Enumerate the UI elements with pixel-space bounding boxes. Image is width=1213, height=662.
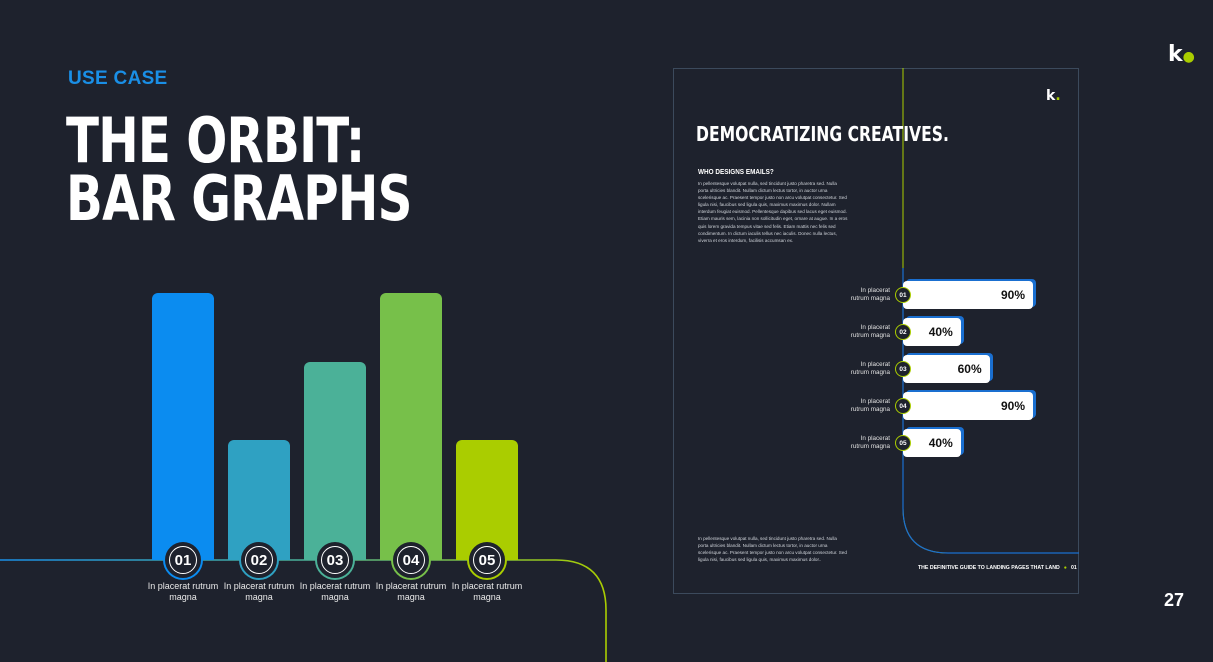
bar-category-label: 02 [250, 551, 268, 569]
hbar-03: 60% [903, 355, 990, 383]
bar-number-badge: 02 [241, 542, 277, 578]
hbar-01: 90% [903, 281, 1033, 309]
bar-category-label: 05 [478, 551, 496, 569]
footer-dot-icon: ● [1063, 565, 1067, 571]
doc-subheading: WHO DESIGNS EMAILS? [698, 167, 774, 176]
hbar-number-badge: 04 [895, 398, 911, 414]
bar-caption: In placerat rutrum magna [451, 581, 523, 602]
hbar-caption: In placerat rutrum magna [830, 435, 890, 451]
hbar-caption-line1: In placerat [860, 361, 890, 368]
badge-ring [169, 546, 197, 574]
hbar-caption: In placerat rutrum magna [830, 287, 890, 303]
hbar-caption-line2: rutrum magna [850, 332, 890, 339]
bar-04 [380, 293, 442, 560]
hbar-04: 90% [903, 392, 1033, 420]
hbar-caption-line1: In placerat [860, 324, 890, 331]
doc-paragraph-1: In pellentesque volutpat nulla, sed tinc… [698, 181, 848, 243]
document-preview [673, 68, 1079, 594]
hbar-value: 90% [1000, 399, 1025, 413]
doc-footer-text: THE DEFINITIVE GUIDE TO LANDING PAGES TH… [918, 565, 1060, 571]
bar-number-badge: 03 [317, 542, 353, 578]
bar-number-badge: 01 [165, 542, 201, 578]
hbar-number-badge: 01 [895, 287, 911, 303]
slide-title-line1: THE ORBIT: [66, 104, 365, 177]
hbar-caption-line2: rutrum magna [850, 369, 890, 376]
badge-ring [245, 546, 273, 574]
hbar-value: 40% [928, 325, 953, 339]
bar-caption: In placerat rutrum magna [299, 581, 371, 602]
bar-caption: In placerat rutrum magna [375, 581, 447, 602]
hbar-number-badge: 05 [895, 435, 911, 451]
bar-caption: In placerat rutrum magna [147, 581, 219, 602]
hbar-02: 40% [903, 318, 961, 346]
hbar-caption: In placerat rutrum magna [830, 398, 890, 414]
doc-orbit-line [902, 68, 1079, 554]
bar-01 [152, 293, 214, 560]
page-number: 27 [1164, 590, 1185, 610]
hbar-value: 40% [928, 436, 953, 450]
bar-05 [456, 439, 518, 560]
hbar-caption-line1: In placerat [860, 398, 890, 405]
bar-03 [304, 362, 366, 560]
hbar-caption: In placerat rutrum magna [830, 361, 890, 377]
hbar-number-badge: 03 [895, 361, 911, 377]
hbar-05: 40% [903, 429, 961, 457]
hbar-caption-line2: rutrum magna [850, 406, 890, 413]
doc-paragraph-2: In pellentesque volutpat nulla, sed tinc… [698, 536, 847, 563]
slide-title-line2: BAR GRAPHS [66, 162, 412, 235]
hbar-number-badge: 02 [895, 324, 911, 340]
hbar-caption-line2: rutrum magna [850, 443, 890, 450]
bar-02 [228, 439, 290, 560]
brand-logo: k● [1168, 42, 1195, 67]
badge-ring [473, 546, 501, 574]
bar-category-label: 03 [326, 551, 344, 569]
doc-logo: k. [1046, 88, 1061, 104]
doc-footer: THE DEFINITIVE GUIDE TO LANDING PAGES TH… [918, 565, 1077, 571]
eyebrow-label: USE CASE [68, 68, 168, 89]
bar-caption: In placerat rutrum magna [223, 581, 295, 602]
bar-category-label: 04 [402, 551, 420, 569]
hbar-caption-line1: In placerat [860, 435, 890, 442]
bar-number-badge: 04 [393, 542, 429, 578]
doc-footer-page: 01 [1070, 565, 1077, 571]
bar-number-badge: 05 [469, 542, 505, 578]
hbar-caption-line2: rutrum magna [850, 295, 890, 302]
hbar-value: 90% [1000, 288, 1025, 302]
hbar-value: 60% [957, 362, 982, 376]
bar-category-label: 01 [174, 551, 192, 569]
badge-ring [397, 546, 425, 574]
doc-title: DEMOCRATIZING CREATIVES. [696, 122, 949, 146]
hbar-caption: In placerat rutrum magna [830, 324, 890, 340]
slide-title: THE ORBIT: BAR GRAPHS [66, 104, 412, 235]
hbar-caption-line1: In placerat [860, 287, 890, 294]
badge-ring [321, 546, 349, 574]
